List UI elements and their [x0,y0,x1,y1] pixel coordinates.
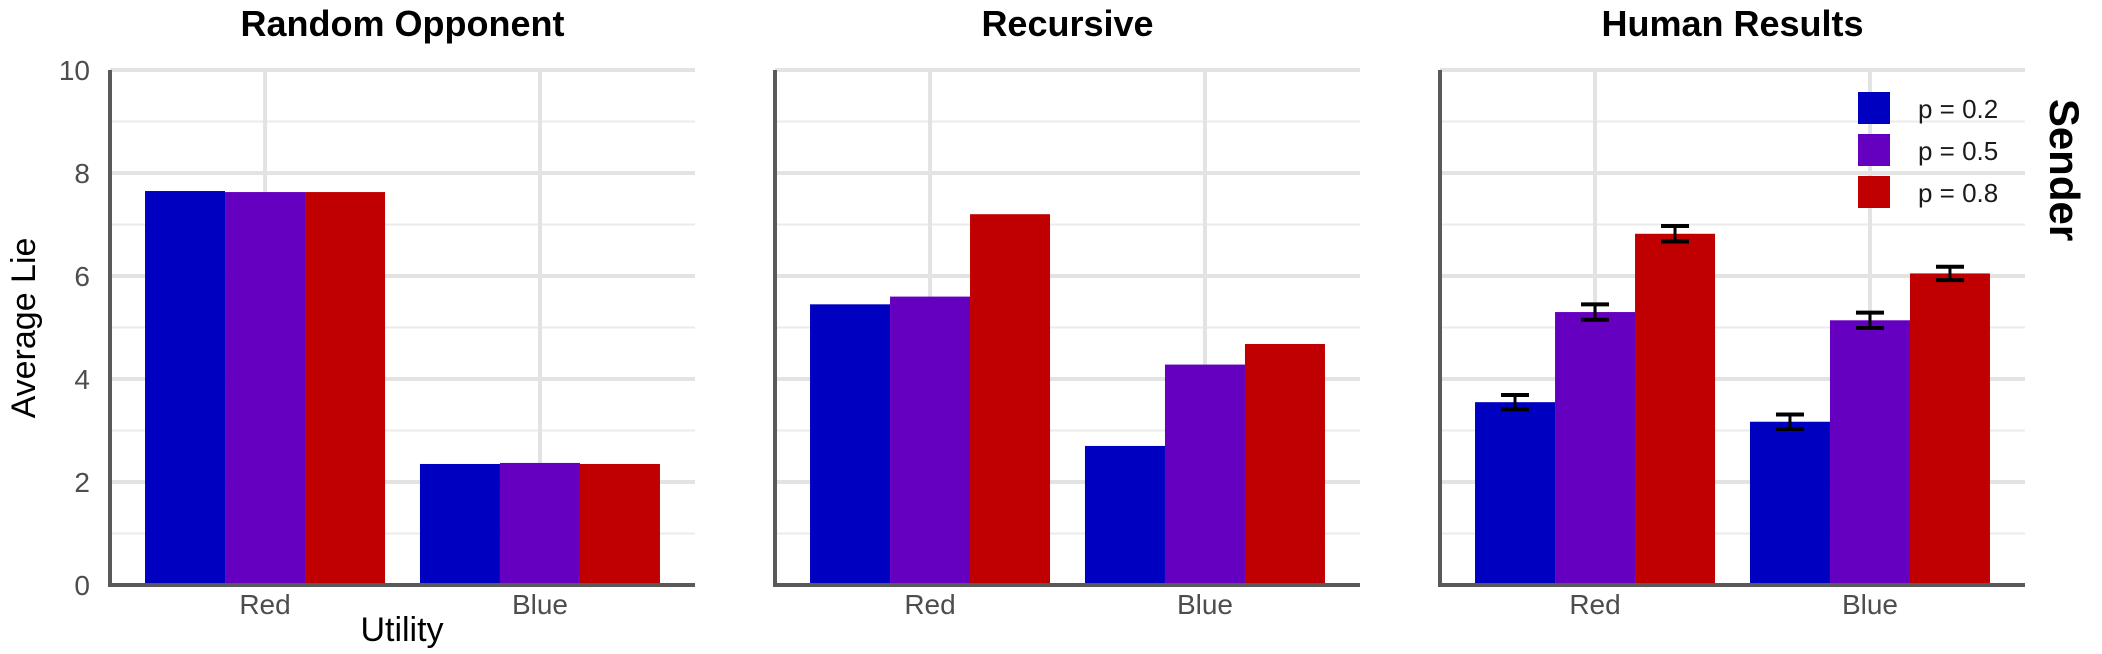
bar [1749,421,1830,585]
panel-title: Random Opponent [241,3,565,44]
panel-title: Human Results [1601,3,1863,44]
bar [1244,343,1325,585]
y-tick-label: 0 [74,570,90,601]
bar [579,463,660,585]
x-tick-label: Red [904,589,955,620]
x-tick-label: Red [239,589,290,620]
y-tick-label: 2 [74,467,90,498]
legend-label: p = 0.8 [1918,178,1998,208]
bar [970,214,1051,585]
bar [1164,364,1245,585]
legend-swatch [1858,134,1890,166]
bar [1909,273,1990,585]
y-axis-title: Average Lie [5,238,43,419]
bar [810,304,891,585]
legend-label: p = 0.2 [1918,94,1998,124]
bar [1555,312,1636,585]
y-tick-label: 10 [59,55,90,86]
bar [1084,445,1165,585]
y-tick-label: 6 [74,261,90,292]
bar [890,296,971,585]
legend-swatch [1858,92,1890,124]
bar [145,191,226,585]
x-tick-label: Blue [1842,589,1898,620]
bar [225,192,306,585]
bar [419,463,500,585]
x-tick-label: Red [1569,589,1620,620]
y-tick-label: 4 [74,364,90,395]
bar [1635,233,1716,585]
legend-label: p = 0.5 [1918,136,1998,166]
bar [1829,320,1910,585]
legend-swatch [1858,176,1890,208]
bar [305,192,386,585]
x-axis-title: Utility [360,611,443,649]
y-tick-label: 8 [74,158,90,189]
panel-title: Recursive [981,3,1153,44]
facet-strip-label: Sender [2041,99,2088,241]
x-tick-label: Blue [512,589,568,620]
bar [499,462,580,585]
bar [1475,402,1556,585]
x-tick-label: Blue [1177,589,1233,620]
